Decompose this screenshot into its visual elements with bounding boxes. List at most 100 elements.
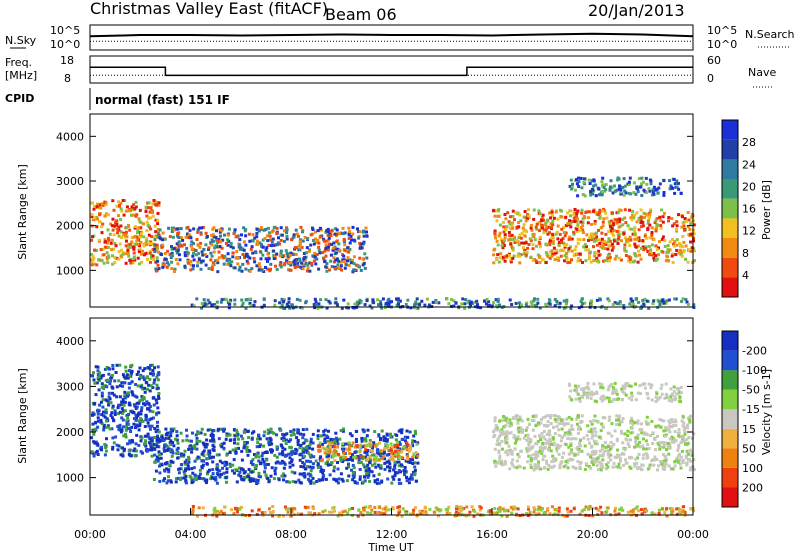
heatmap-cell [617, 418, 621, 422]
heatmap-cell [99, 420, 103, 424]
heatmap-cell [235, 250, 239, 253]
heatmap-cell [267, 243, 271, 247]
heatmap-cell [576, 194, 580, 198]
heatmap-cell [690, 436, 694, 440]
heatmap-cell [591, 192, 595, 196]
heatmap-cell [594, 450, 598, 454]
heatmap-cell [269, 262, 273, 266]
heatmap-cell [151, 373, 155, 377]
heatmap-cell [279, 238, 283, 242]
heatmap-cell [138, 235, 142, 239]
heatmap-cell [153, 366, 156, 370]
heatmap-cell [298, 257, 302, 261]
heatmap-cell [219, 234, 222, 238]
heatmap-cell [525, 217, 529, 221]
heatmap-cell [675, 512, 679, 516]
heatmap-cell [607, 299, 611, 303]
heatmap-cell [195, 442, 199, 446]
heatmap-cell [323, 260, 327, 264]
heatmap-cell [558, 466, 562, 470]
heatmap-cell [163, 477, 166, 481]
heatmap-cell [164, 436, 168, 440]
heatmap-cell [399, 463, 403, 467]
heatmap-cell [288, 480, 292, 484]
heatmap-cell [212, 429, 216, 433]
heatmap-cell [212, 440, 216, 444]
heatmap-cell [361, 257, 365, 261]
heatmap-cell [332, 256, 336, 260]
heatmap-cell [292, 233, 296, 237]
heatmap-cell [120, 407, 124, 411]
heatmap-cell [604, 242, 608, 246]
heatmap-cell [294, 228, 298, 232]
heatmap-cell [617, 453, 621, 457]
ytick-label: 4000 [56, 130, 84, 143]
heatmap-cell [376, 478, 380, 482]
heatmap-cell [640, 176, 644, 180]
heatmap-cell [123, 199, 127, 203]
heatmap-cell [662, 179, 666, 183]
heatmap-cell [136, 242, 140, 246]
heatmap-cell [534, 455, 538, 459]
heatmap-cell [124, 244, 128, 248]
heatmap-cell [601, 444, 605, 448]
heatmap-cell [622, 306, 626, 310]
heatmap-cell [390, 451, 394, 455]
heatmap-cell [330, 265, 334, 269]
heatmap-cell [241, 437, 245, 441]
heatmap-cell [151, 416, 155, 420]
heatmap-cell [550, 225, 553, 229]
heatmap-cell [213, 511, 217, 515]
heatmap-cell [617, 416, 621, 420]
heatmap-cell [150, 235, 154, 239]
heatmap-cell [364, 505, 368, 509]
noise-tick-bottom-left: 10^0 [50, 38, 80, 51]
heatmap-cell [578, 427, 582, 431]
heatmap-cell [158, 479, 162, 483]
heatmap-cell [248, 269, 252, 273]
heatmap-cell [190, 478, 194, 482]
heatmap-cell [592, 245, 595, 249]
heatmap-cell [221, 238, 225, 242]
heatmap-cell [532, 506, 536, 510]
heatmap-cell [383, 437, 387, 441]
heatmap-cell [145, 243, 149, 247]
heatmap-cell [119, 207, 123, 211]
heatmap-cell [590, 179, 594, 183]
heatmap-cell [659, 425, 663, 429]
heatmap-cell [285, 237, 289, 241]
heatmap-cell [228, 257, 232, 261]
heatmap-cell [163, 443, 167, 447]
heatmap-cell [300, 306, 304, 310]
heatmap-cell [513, 441, 517, 445]
heatmap-cell [223, 505, 227, 509]
heatmap-cell [248, 302, 252, 305]
heatmap-cell [343, 248, 347, 252]
heatmap-cell [251, 479, 255, 483]
heatmap-cell [676, 507, 680, 511]
heatmap-cell [685, 437, 689, 441]
heatmap-cell [524, 219, 528, 223]
heatmap-cell [154, 260, 158, 264]
heatmap-cell [520, 241, 524, 245]
heatmap-cell [184, 235, 188, 239]
heatmap-cell [232, 428, 236, 432]
heatmap-cell [579, 299, 583, 303]
heatmap-cell [569, 437, 573, 441]
heatmap-cell [493, 507, 497, 510]
heatmap-cell [672, 222, 676, 226]
heatmap-cell [545, 459, 548, 463]
heatmap-cell [549, 216, 553, 220]
heatmap-cell [305, 465, 309, 469]
heatmap-cell [452, 304, 456, 308]
heatmap-cell [266, 463, 270, 466]
heatmap-cell [519, 428, 523, 432]
heatmap-cell [183, 251, 187, 255]
heatmap-cell [466, 301, 470, 305]
freq-label-line2: [MHz] [5, 69, 37, 82]
heatmap-cell [673, 464, 677, 468]
heatmap-cell [302, 465, 306, 469]
heatmap-cell [519, 450, 523, 453]
heatmap-cell [257, 433, 260, 437]
